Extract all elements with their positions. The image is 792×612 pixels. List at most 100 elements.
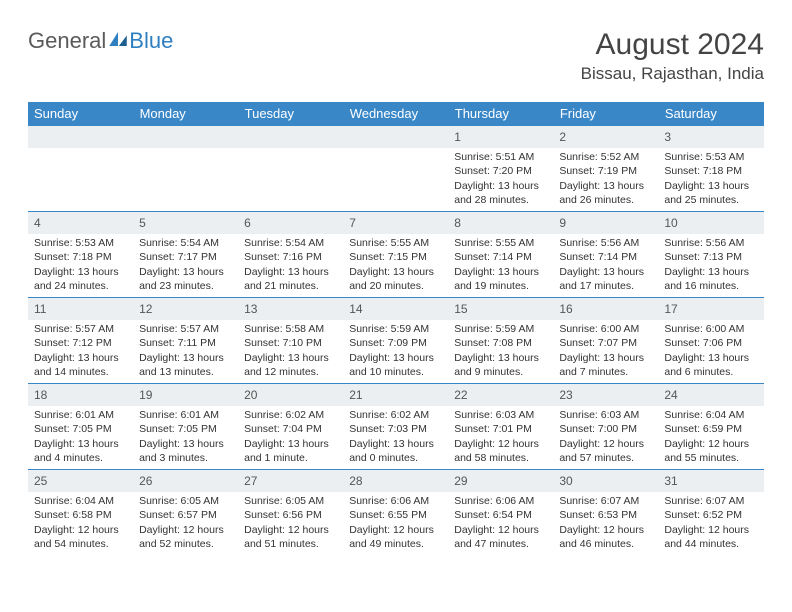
- sunset-text: Sunset: 7:18 PM: [34, 250, 127, 264]
- day-number: 19: [133, 384, 238, 406]
- daylight-text: Daylight: 13 hours and 6 minutes.: [664, 351, 757, 379]
- daylight-text: Daylight: 13 hours and 20 minutes.: [349, 265, 442, 293]
- day-body: Sunrise: 6:01 AMSunset: 7:05 PMDaylight:…: [28, 406, 133, 469]
- day-number: 15: [448, 298, 553, 320]
- day-number: 26: [133, 470, 238, 492]
- day-number: 11: [28, 298, 133, 320]
- daylight-text: Daylight: 13 hours and 9 minutes.: [454, 351, 547, 379]
- weekday-header: Wednesday: [343, 102, 448, 126]
- day-body: Sunrise: 6:02 AMSunset: 7:03 PMDaylight:…: [343, 406, 448, 469]
- day-body: Sunrise: 6:04 AMSunset: 6:59 PMDaylight:…: [658, 406, 763, 469]
- sunset-text: Sunset: 7:01 PM: [454, 422, 547, 436]
- calendar-day-cell: 17Sunrise: 6:00 AMSunset: 7:06 PMDayligh…: [658, 298, 763, 384]
- calendar-day-cell: 15Sunrise: 5:59 AMSunset: 7:08 PMDayligh…: [448, 298, 553, 384]
- calendar-day-cell: 10Sunrise: 5:56 AMSunset: 7:13 PMDayligh…: [658, 212, 763, 298]
- sunset-text: Sunset: 6:59 PM: [664, 422, 757, 436]
- calendar-day-cell: 23Sunrise: 6:03 AMSunset: 7:00 PMDayligh…: [553, 384, 658, 470]
- brand-text-1: General: [28, 28, 106, 54]
- sunset-text: Sunset: 7:14 PM: [454, 250, 547, 264]
- sunrise-text: Sunrise: 5:56 AM: [559, 236, 652, 250]
- day-body: Sunrise: 6:06 AMSunset: 6:54 PMDaylight:…: [448, 492, 553, 555]
- sunrise-text: Sunrise: 5:57 AM: [34, 322, 127, 336]
- sunrise-text: Sunrise: 6:04 AM: [34, 494, 127, 508]
- calendar-day-cell: 18Sunrise: 6:01 AMSunset: 7:05 PMDayligh…: [28, 384, 133, 470]
- sunrise-text: Sunrise: 6:07 AM: [664, 494, 757, 508]
- sunrise-text: Sunrise: 6:04 AM: [664, 408, 757, 422]
- calendar-day-cell: 16Sunrise: 6:00 AMSunset: 7:07 PMDayligh…: [553, 298, 658, 384]
- weekday-header: Thursday: [448, 102, 553, 126]
- calendar-day-cell: 7Sunrise: 5:55 AMSunset: 7:15 PMDaylight…: [343, 212, 448, 298]
- calendar-day-cell: 25Sunrise: 6:04 AMSunset: 6:58 PMDayligh…: [28, 470, 133, 556]
- calendar-day-cell: 1Sunrise: 5:51 AMSunset: 7:20 PMDaylight…: [448, 126, 553, 212]
- daylight-text: Daylight: 13 hours and 13 minutes.: [139, 351, 232, 379]
- day-number: 31: [658, 470, 763, 492]
- calendar-day-cell: 11Sunrise: 5:57 AMSunset: 7:12 PMDayligh…: [28, 298, 133, 384]
- sunrise-text: Sunrise: 5:54 AM: [244, 236, 337, 250]
- day-number: [343, 126, 448, 148]
- daylight-text: Daylight: 13 hours and 12 minutes.: [244, 351, 337, 379]
- sunrise-text: Sunrise: 6:07 AM: [559, 494, 652, 508]
- sunset-text: Sunset: 7:03 PM: [349, 422, 442, 436]
- day-number: 2: [553, 126, 658, 148]
- weekday-header-row: SundayMondayTuesdayWednesdayThursdayFrid…: [28, 102, 764, 126]
- day-body: Sunrise: 5:55 AMSunset: 7:14 PMDaylight:…: [448, 234, 553, 297]
- day-number: 8: [448, 212, 553, 234]
- daylight-text: Daylight: 13 hours and 24 minutes.: [34, 265, 127, 293]
- calendar-day-cell: 31Sunrise: 6:07 AMSunset: 6:52 PMDayligh…: [658, 470, 763, 556]
- day-number: 10: [658, 212, 763, 234]
- calendar-week-row: 4Sunrise: 5:53 AMSunset: 7:18 PMDaylight…: [28, 212, 764, 298]
- calendar-day-cell: [238, 126, 343, 212]
- calendar-day-cell: 12Sunrise: 5:57 AMSunset: 7:11 PMDayligh…: [133, 298, 238, 384]
- day-body: Sunrise: 6:00 AMSunset: 7:06 PMDaylight:…: [658, 320, 763, 383]
- day-body: Sunrise: 6:05 AMSunset: 6:57 PMDaylight:…: [133, 492, 238, 555]
- daylight-text: Daylight: 13 hours and 26 minutes.: [559, 179, 652, 207]
- brand-text-2: Blue: [129, 28, 173, 54]
- day-number: 30: [553, 470, 658, 492]
- day-number: 1: [448, 126, 553, 148]
- daylight-text: Daylight: 12 hours and 57 minutes.: [559, 437, 652, 465]
- daylight-text: Daylight: 12 hours and 54 minutes.: [34, 523, 127, 551]
- sunrise-text: Sunrise: 5:59 AM: [349, 322, 442, 336]
- weekday-header: Monday: [133, 102, 238, 126]
- sunrise-text: Sunrise: 5:55 AM: [454, 236, 547, 250]
- day-number: 18: [28, 384, 133, 406]
- day-number: 22: [448, 384, 553, 406]
- calendar-day-cell: 8Sunrise: 5:55 AMSunset: 7:14 PMDaylight…: [448, 212, 553, 298]
- sunrise-text: Sunrise: 5:51 AM: [454, 150, 547, 164]
- location-text: Bissau, Rajasthan, India: [581, 64, 764, 84]
- calendar-day-cell: [133, 126, 238, 212]
- title-block: August 2024 Bissau, Rajasthan, India: [581, 28, 764, 84]
- sunrise-text: Sunrise: 5:53 AM: [34, 236, 127, 250]
- sunrise-text: Sunrise: 5:53 AM: [664, 150, 757, 164]
- day-number: 17: [658, 298, 763, 320]
- day-number: 5: [133, 212, 238, 234]
- day-body: Sunrise: 5:57 AMSunset: 7:11 PMDaylight:…: [133, 320, 238, 383]
- sunrise-text: Sunrise: 6:02 AM: [349, 408, 442, 422]
- sunset-text: Sunset: 7:09 PM: [349, 336, 442, 350]
- day-body: Sunrise: 6:04 AMSunset: 6:58 PMDaylight:…: [28, 492, 133, 555]
- daylight-text: Daylight: 13 hours and 25 minutes.: [664, 179, 757, 207]
- calendar-day-cell: 3Sunrise: 5:53 AMSunset: 7:18 PMDaylight…: [658, 126, 763, 212]
- weekday-header: Tuesday: [238, 102, 343, 126]
- sunset-text: Sunset: 7:05 PM: [34, 422, 127, 436]
- calendar-body: 1Sunrise: 5:51 AMSunset: 7:20 PMDaylight…: [28, 126, 764, 556]
- sunrise-text: Sunrise: 5:56 AM: [664, 236, 757, 250]
- calendar-day-cell: [343, 126, 448, 212]
- calendar-week-row: 18Sunrise: 6:01 AMSunset: 7:05 PMDayligh…: [28, 384, 764, 470]
- daylight-text: Daylight: 12 hours and 55 minutes.: [664, 437, 757, 465]
- day-body: Sunrise: 5:59 AMSunset: 7:08 PMDaylight:…: [448, 320, 553, 383]
- sunset-text: Sunset: 7:04 PM: [244, 422, 337, 436]
- brand-logo: General Blue: [28, 28, 173, 54]
- day-body: Sunrise: 5:58 AMSunset: 7:10 PMDaylight:…: [238, 320, 343, 383]
- sunset-text: Sunset: 7:08 PM: [454, 336, 547, 350]
- sunrise-text: Sunrise: 5:52 AM: [559, 150, 652, 164]
- sunset-text: Sunset: 6:53 PM: [559, 508, 652, 522]
- weekday-header: Saturday: [658, 102, 763, 126]
- daylight-text: Daylight: 13 hours and 4 minutes.: [34, 437, 127, 465]
- day-number: 28: [343, 470, 448, 492]
- calendar-day-cell: 9Sunrise: 5:56 AMSunset: 7:14 PMDaylight…: [553, 212, 658, 298]
- sunset-text: Sunset: 7:18 PM: [664, 164, 757, 178]
- calendar-day-cell: 13Sunrise: 5:58 AMSunset: 7:10 PMDayligh…: [238, 298, 343, 384]
- sunrise-text: Sunrise: 6:01 AM: [34, 408, 127, 422]
- day-body: Sunrise: 5:56 AMSunset: 7:13 PMDaylight:…: [658, 234, 763, 297]
